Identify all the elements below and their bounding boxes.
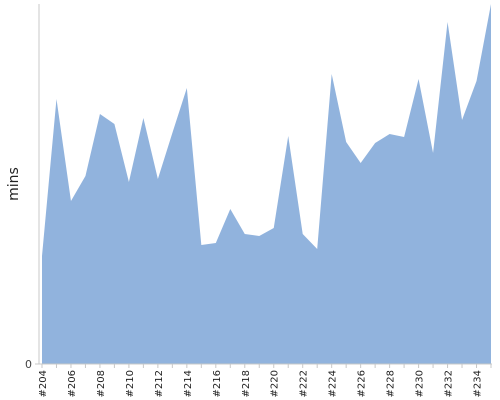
x-tick-label: #230 — [415, 370, 426, 397]
y-tick-label: 0 — [25, 358, 32, 371]
x-tick-label: #204 — [38, 370, 49, 397]
x-tick-label: #224 — [328, 370, 339, 397]
x-tick-label: #220 — [270, 370, 281, 397]
x-tick-label: #228 — [386, 370, 397, 397]
plot-area — [42, 4, 491, 364]
x-tick-label: #234 — [473, 370, 484, 397]
x-tick-label: #206 — [67, 370, 78, 397]
x-ticks: #204 #206 #208 #210 #212 #214 #216 #218 #220 #222… — [38, 364, 492, 397]
x-tick-label: #216 — [212, 370, 223, 397]
x-tick-label: #214 — [183, 370, 194, 397]
x-tick-label: #222 — [299, 370, 310, 397]
x-tick-label: #210 — [125, 370, 136, 397]
x-tick-label: #232 — [444, 370, 455, 397]
x-tick-label: #226 — [357, 370, 368, 397]
y-ticks: 0 — [25, 358, 39, 371]
x-tick-label: #218 — [241, 370, 252, 397]
area-series-fill — [42, 4, 491, 364]
y-axis-title: mins — [6, 167, 22, 201]
x-tick-label: #208 — [96, 370, 107, 397]
x-tick-label: #212 — [154, 370, 165, 397]
